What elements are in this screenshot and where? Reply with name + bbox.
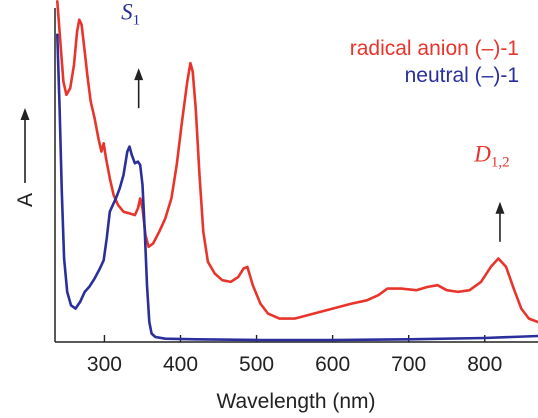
x-tick-label-800: 800	[467, 353, 502, 376]
x-axis-ticks: 300 400 500 600 700 800	[87, 335, 502, 376]
x-tick-label-400: 400	[163, 353, 198, 376]
annotation-arrow-head	[495, 201, 505, 214]
annotation-main-text: S	[121, 0, 133, 25]
x-tick-label-300: 300	[87, 353, 122, 376]
y-axis-label-group: A	[14, 108, 37, 207]
x-axis-label: Wavelength (nm)	[216, 390, 375, 413]
annotation-d12: D1,2	[473, 142, 510, 242]
series-layer	[56, 0, 538, 342]
series-line-radical-anion	[56, 0, 538, 324]
annotation-label: D1,2	[473, 142, 509, 171]
y-axis-label: A	[14, 193, 37, 207]
x-tick-label-600: 600	[315, 353, 350, 376]
annotation-subscript: 1	[133, 13, 141, 29]
legend-entry-neutral: neutral (–)-1	[405, 64, 519, 87]
annotation-label: S1	[121, 0, 140, 29]
annotation-arrow-head	[134, 68, 144, 81]
legend-entry-radical-anion: radical anion (–)-1	[350, 37, 519, 60]
y-axis-label-arrow-head	[20, 108, 30, 120]
annotations-layer: S1 D1,2	[121, 0, 510, 242]
annotation-s1: S1	[121, 0, 144, 109]
x-tick-label-700: 700	[391, 353, 426, 376]
series-line-neutral	[56, 33, 538, 342]
x-tick-label-500: 500	[239, 353, 274, 376]
annotation-subscript: 1,2	[491, 155, 510, 171]
annotation-main-text: D	[473, 142, 491, 167]
